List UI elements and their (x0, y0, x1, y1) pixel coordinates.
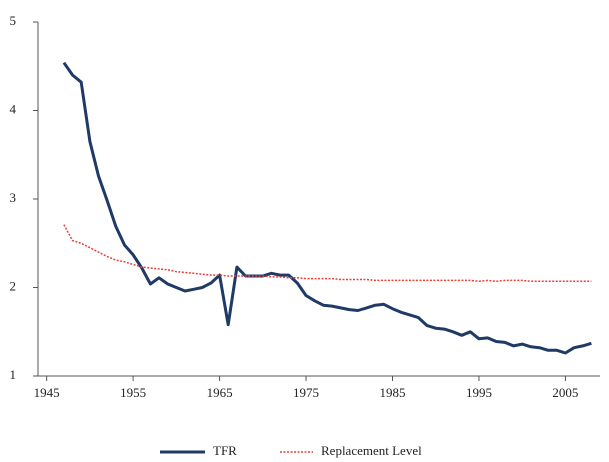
x-tick-label: 1945 (34, 385, 60, 400)
legend-label: TFR (213, 443, 237, 458)
y-tick-label: 2 (10, 278, 17, 293)
y-tick-label: 1 (10, 367, 17, 382)
y-tick-label: 3 (10, 190, 17, 205)
x-tick-label: 1975 (293, 385, 319, 400)
legend-label: Replacement Level (321, 443, 422, 458)
x-tick-label: 1965 (207, 385, 233, 400)
x-tick-label: 2005 (552, 385, 578, 400)
y-tick-label: 5 (10, 13, 17, 28)
series-line (62, 61, 592, 355)
x-tick-label: 1995 (466, 385, 492, 400)
y-tick-label: 4 (10, 101, 17, 116)
x-tick-label: 1955 (120, 385, 146, 400)
series-line (63, 224, 592, 283)
x-tick-label: 1985 (379, 385, 405, 400)
